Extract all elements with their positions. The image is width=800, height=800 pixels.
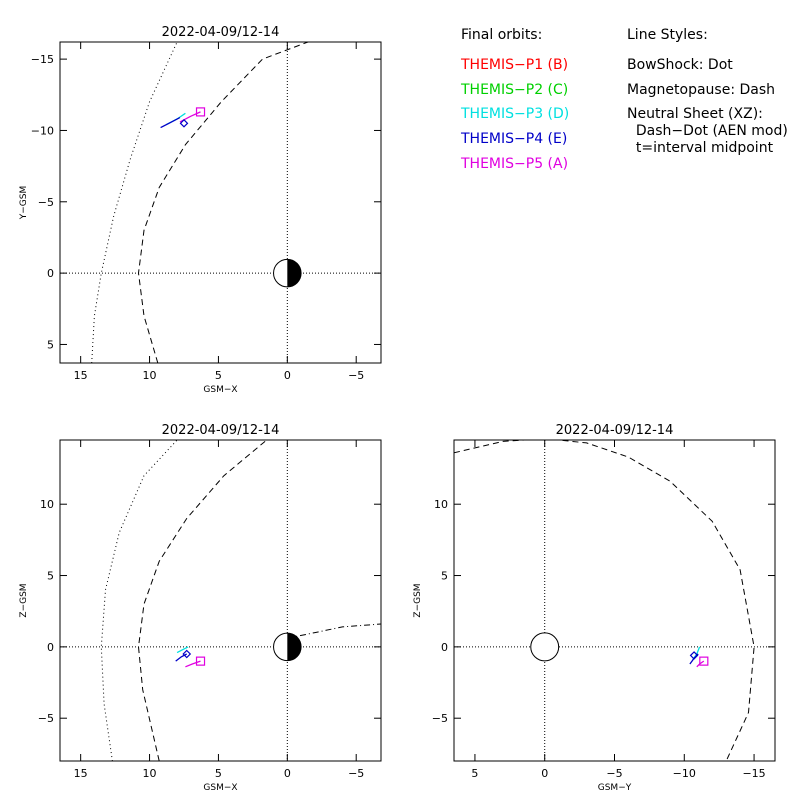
earth-nightside [287, 259, 302, 287]
earth-icon [530, 632, 560, 662]
y-tick-label: −10 [31, 124, 54, 137]
plot-area [60, 440, 381, 761]
chart-title: 2022-04-09/12-14 [162, 25, 280, 40]
y-tick-label: −5 [38, 712, 54, 725]
x-tick-label: 5 [471, 767, 478, 780]
legend-orbits-title: Final orbits: [461, 27, 543, 43]
x-tick-label: −5 [348, 767, 364, 780]
end-marker-themis-p4 [179, 118, 189, 128]
neutral-sheet-line [287, 623, 381, 639]
magnetopause-line [137, 440, 268, 761]
x-tick-label: 5 [215, 767, 222, 780]
legend-probe-p2: THEMIS−P2 (C) [461, 82, 569, 98]
bow-shock-line [100, 440, 178, 761]
x-axis-label: GSM−X [203, 783, 237, 793]
plot-frame [59, 439, 382, 762]
legend-probe-p4: THEMIS−P4 (E) [461, 131, 568, 147]
y-axis-label: Y−GSM [19, 186, 29, 221]
legend-probe-p3: THEMIS−P3 (D) [461, 106, 570, 122]
y-axis-label: Z−GSM [413, 583, 423, 617]
x-tick-label: 15 [74, 369, 88, 382]
y-tick-label: 5 [47, 338, 54, 351]
y-tick-label: 5 [441, 570, 448, 583]
plot-area [454, 440, 775, 761]
x-tick-label: −10 [673, 767, 696, 780]
end-marker-themis-p4 [182, 649, 192, 659]
plot-frame [453, 439, 776, 762]
orbit-themis-p5 [185, 660, 201, 668]
x-tick-label: 15 [74, 767, 88, 780]
plot-area [60, 42, 381, 363]
legend-probe-p1: THEMIS−P1 (B) [461, 57, 569, 73]
y-tick-label: 0 [441, 641, 448, 654]
magnetopause-line [137, 42, 309, 363]
x-tick-label: 0 [541, 767, 548, 780]
chart-title: 2022-04-09/12-14 [162, 423, 280, 438]
plot-frame [59, 41, 382, 364]
y-tick-label: 5 [47, 570, 54, 583]
y-axis-label: Z−GSM [19, 583, 29, 617]
legend-style-bowshock: BowShock: Dot [627, 57, 733, 73]
end-marker-themis-p5 [195, 107, 206, 117]
x-tick-label: 5 [215, 369, 222, 382]
chart-xy: 2022-04-09/12-14 GSM−X Y−GSM 15 10 5 0 −5 5 0 −5 −1… [19, 25, 382, 395]
y-tick-label: 0 [47, 641, 54, 654]
x-tick-label: −5 [606, 767, 622, 780]
x-axis-label: GSM−Y [598, 783, 632, 793]
y-tick-label: −15 [31, 53, 54, 66]
chart-xz: 2022-04-09/12-14 GSM−X Z−GSM 15 10 5 0 −5 −5 0 5 10 [19, 423, 382, 793]
y-tick-label: −5 [432, 712, 448, 725]
legend-style-neutral-sheet-mod: Dash−Dot (AEN mod) [627, 123, 788, 139]
legend-probe-p5: THEMIS−P5 (A) [461, 156, 569, 172]
y-tick-label: −5 [38, 196, 54, 209]
bow-shock-line [91, 42, 178, 363]
y-tick-label: 0 [47, 267, 54, 280]
orbit-themis-p3 [176, 646, 189, 654]
legend-style-neutral-sheet: Neutral Sheet (XZ): [627, 106, 763, 122]
x-tick-label: 10 [143, 369, 157, 382]
chart-yz: 2022-04-09/12-14 GSM−Y Z−GSM 5 0 −5 −10 −15 −5 0 5… [413, 423, 776, 793]
end-marker-themis-p5 [195, 656, 206, 666]
x-tick-label: 0 [284, 369, 291, 382]
orbit-themis-p4 [160, 117, 181, 129]
x-tick-label: −15 [742, 767, 765, 780]
x-axis-label: GSM−X [203, 385, 237, 395]
magnetopause-line [454, 440, 755, 761]
legend-style-magnetopause: Magnetopause: Dash [627, 82, 776, 98]
x-tick-label: 10 [143, 767, 157, 780]
y-tick-label: 10 [434, 498, 448, 511]
y-tick-label: 10 [40, 498, 54, 511]
end-marker-themis-p5 [699, 656, 709, 666]
earth-nightside [287, 633, 302, 661]
chart-title: 2022-04-09/12-14 [556, 423, 674, 438]
x-tick-label: 0 [284, 767, 291, 780]
legend-styles-title: Line Styles: [627, 27, 708, 43]
legend-style-interval-note: t=interval midpoint [627, 140, 774, 156]
x-tick-label: −5 [348, 369, 364, 382]
end-marker-themis-p4 [689, 651, 699, 660]
